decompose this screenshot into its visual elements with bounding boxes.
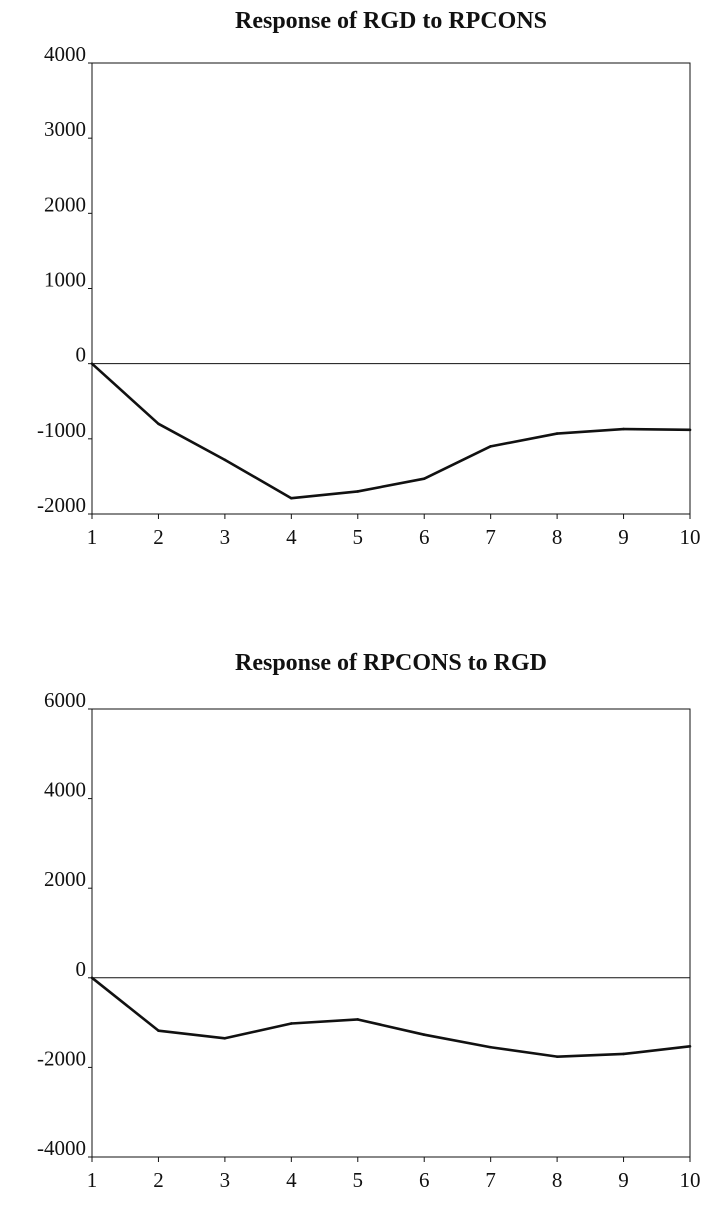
y-tick-label: 6000	[44, 688, 86, 712]
x-tick-label: 5	[353, 1168, 364, 1192]
series-line-segment	[622, 1045, 692, 1056]
y-tick-label: 2000	[44, 867, 86, 891]
series-line-segment	[290, 490, 360, 500]
plot-frame	[91, 708, 691, 1158]
x-tick-label: 7	[485, 525, 496, 549]
y-tick-label: 1000	[44, 268, 86, 292]
series-line-segment	[223, 458, 293, 500]
y-tick-label: -1000	[37, 418, 86, 442]
y-tick-label: 4000	[44, 42, 86, 66]
series-line-segment	[489, 1045, 559, 1058]
y-tick-label: -2000	[37, 1046, 86, 1070]
x-tick-label: 1	[87, 1168, 98, 1192]
x-tick-label: 2	[153, 1168, 164, 1192]
x-tick-label: 7	[485, 1168, 496, 1192]
x-tick-label: 10	[680, 525, 701, 549]
series-line	[90, 976, 692, 1058]
y-tick-label: 0	[76, 957, 87, 981]
x-tick-label: 9	[618, 525, 629, 549]
series-line-segment	[489, 432, 559, 448]
series-line-segment	[555, 1052, 625, 1058]
chart-title: Response of RPCONS to RGD	[235, 650, 547, 676]
plot-frame	[91, 62, 691, 515]
y-tick-label: -4000	[37, 1136, 86, 1160]
series-line-segment	[157, 1029, 227, 1040]
x-tick-label: 3	[220, 525, 231, 549]
y-tick-label: 2000	[44, 192, 86, 216]
x-tick-label: 6	[419, 525, 430, 549]
series-line-segment	[622, 427, 692, 432]
series-line-segment	[90, 976, 160, 1032]
x-tick-label: 9	[618, 1168, 629, 1192]
series-line-segment	[356, 477, 426, 493]
y-tick-label: -2000	[37, 493, 86, 517]
y-tick-label: 0	[76, 343, 87, 367]
x-tick-label: 4	[286, 525, 297, 549]
chart-title: Response of RGD to RPCONS	[235, 8, 547, 34]
series-line-segment	[290, 1018, 360, 1025]
x-tick-label: 1	[87, 525, 98, 549]
x-tick-label: 10	[680, 1168, 701, 1192]
series-line	[90, 362, 692, 500]
x-tick-label: 3	[220, 1168, 231, 1192]
series-line-segment	[422, 445, 492, 480]
x-tick-label: 6	[419, 1168, 430, 1192]
x-tick-label: 8	[552, 1168, 563, 1192]
series-line-segment	[422, 1033, 492, 1049]
x-tick-label: 5	[353, 525, 364, 549]
series-line-segment	[157, 422, 227, 462]
x-tick-label: 8	[552, 525, 563, 549]
x-tick-label: 4	[286, 1168, 297, 1192]
chart-rpcons-to-rgd: Response of RPCONS to RGD 6000 4000 2000 0 -…	[37, 650, 701, 1192]
series-line-segment	[555, 427, 625, 435]
y-tick-label: 3000	[44, 117, 86, 141]
series-line-segment	[356, 1018, 426, 1036]
chart-rgd-to-rpcons: Response of RGD to RPCONS 40003000200010…	[37, 8, 701, 549]
y-tick-label: 4000	[44, 778, 86, 802]
x-tick-label: 2	[153, 525, 164, 549]
series-line-segment	[90, 362, 160, 426]
series-line-segment	[223, 1022, 293, 1040]
